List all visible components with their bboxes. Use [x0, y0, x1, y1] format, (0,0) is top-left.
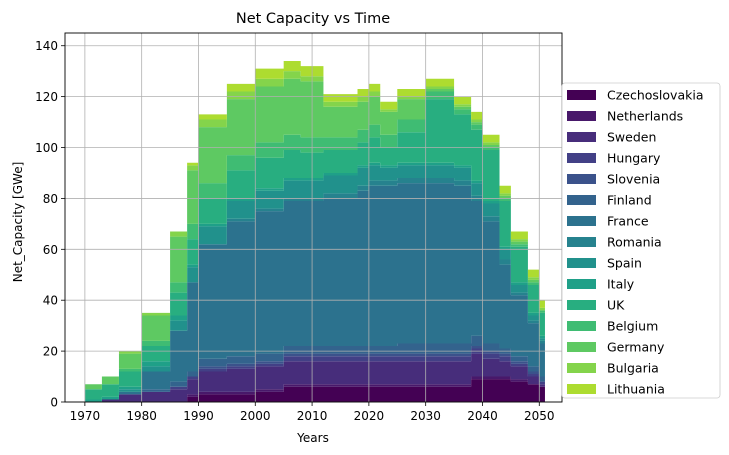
legend-swatch-germany: [567, 342, 596, 352]
legend-label-belgium: Belgium: [607, 319, 658, 334]
legend-swatch-france: [567, 216, 596, 226]
legend-swatch-sweden: [567, 132, 596, 142]
legend-swatch-finland: [567, 195, 596, 205]
legend-label-netherlands: Netherlands: [607, 109, 683, 124]
legend-label-spain: Spain: [607, 256, 642, 271]
legend-swatch-czechoslovakia: [567, 90, 596, 100]
legend-label-sweden: Sweden: [607, 130, 656, 145]
legend-label-bulgaria: Bulgaria: [607, 361, 659, 376]
y-tick-label: 0: [50, 396, 58, 410]
grid-lines: [65, 33, 562, 403]
x-tick-label: 2030: [410, 409, 441, 423]
legend-swatch-lithuania: [567, 384, 596, 394]
y-tick-label: 80: [43, 192, 58, 206]
legend-swatch-italy: [567, 279, 596, 289]
x-tick-label: 1990: [183, 409, 214, 423]
legend-swatch-netherlands: [567, 111, 596, 121]
legend-label-czechoslovakia: Czechoslovakia: [607, 88, 703, 103]
legend-swatch-belgium: [567, 321, 596, 331]
legend-label-romania: Romania: [607, 235, 662, 250]
stacked-areas: [84, 60, 545, 402]
y-tick-label: 120: [35, 90, 58, 104]
chart-title: Net Capacity vs Time: [236, 11, 390, 27]
area-hungary: [84, 348, 545, 402]
legend-swatch-uk: [567, 300, 596, 310]
x-tick-label: 2050: [524, 409, 555, 423]
area-sweden: [84, 353, 545, 402]
y-tick-label: 40: [43, 294, 58, 308]
legend-label-hungary: Hungary: [607, 151, 661, 166]
y-axis-label: Net_Capacity [GWe]: [11, 162, 25, 283]
area-finland: [84, 335, 545, 402]
legend-swatch-slovenia: [567, 174, 596, 184]
legend-label-germany: Germany: [607, 340, 665, 355]
x-tick-label: 1970: [70, 409, 101, 423]
y-axis: 0 20 40 60 80 100 120 140: [35, 39, 65, 410]
legend-label-finland: Finland: [607, 193, 652, 208]
legend-swatch-spain: [567, 258, 596, 268]
legend-label-italy: Italy: [607, 277, 635, 292]
x-tick-label: 2040: [467, 409, 498, 423]
area-slovenia: [84, 346, 545, 402]
x-axis-label: Years: [296, 431, 329, 445]
legend-swatch-romania: [567, 237, 596, 247]
legend-box: [561, 82, 721, 399]
x-tick-label: 1980: [126, 409, 157, 423]
area-france: [84, 183, 545, 402]
x-tick-label: 2010: [297, 409, 328, 423]
area-belgium: [84, 91, 545, 390]
area-germany: [84, 78, 545, 390]
x-tick-label: 2000: [240, 409, 271, 423]
legend: Czechoslovakia Netherlands Sweden Hungary Sl…: [561, 82, 721, 399]
legend-label-lithuania: Lithuania: [607, 382, 665, 397]
legend-label-uk: UK: [607, 298, 625, 313]
y-tick-label: 20: [43, 345, 58, 359]
legend-swatch-bulgaria: [567, 363, 596, 373]
area-uk: [84, 99, 545, 400]
legend-label-slovenia: Slovenia: [607, 172, 660, 187]
area-bulgaria: [84, 71, 545, 385]
y-tick-label: 60: [43, 243, 58, 257]
legend-label-france: France: [607, 214, 649, 229]
area-netherlands: [84, 376, 545, 402]
area-czechoslovakia: [84, 379, 545, 402]
legend-swatch-hungary: [567, 153, 596, 163]
x-axis: 1970 1980 1990 2000 2010 2020 2030 2040 2050: [70, 402, 555, 423]
x-tick-label: 2020: [354, 409, 385, 423]
y-tick-label: 100: [35, 141, 58, 155]
y-tick-label: 140: [35, 39, 58, 53]
